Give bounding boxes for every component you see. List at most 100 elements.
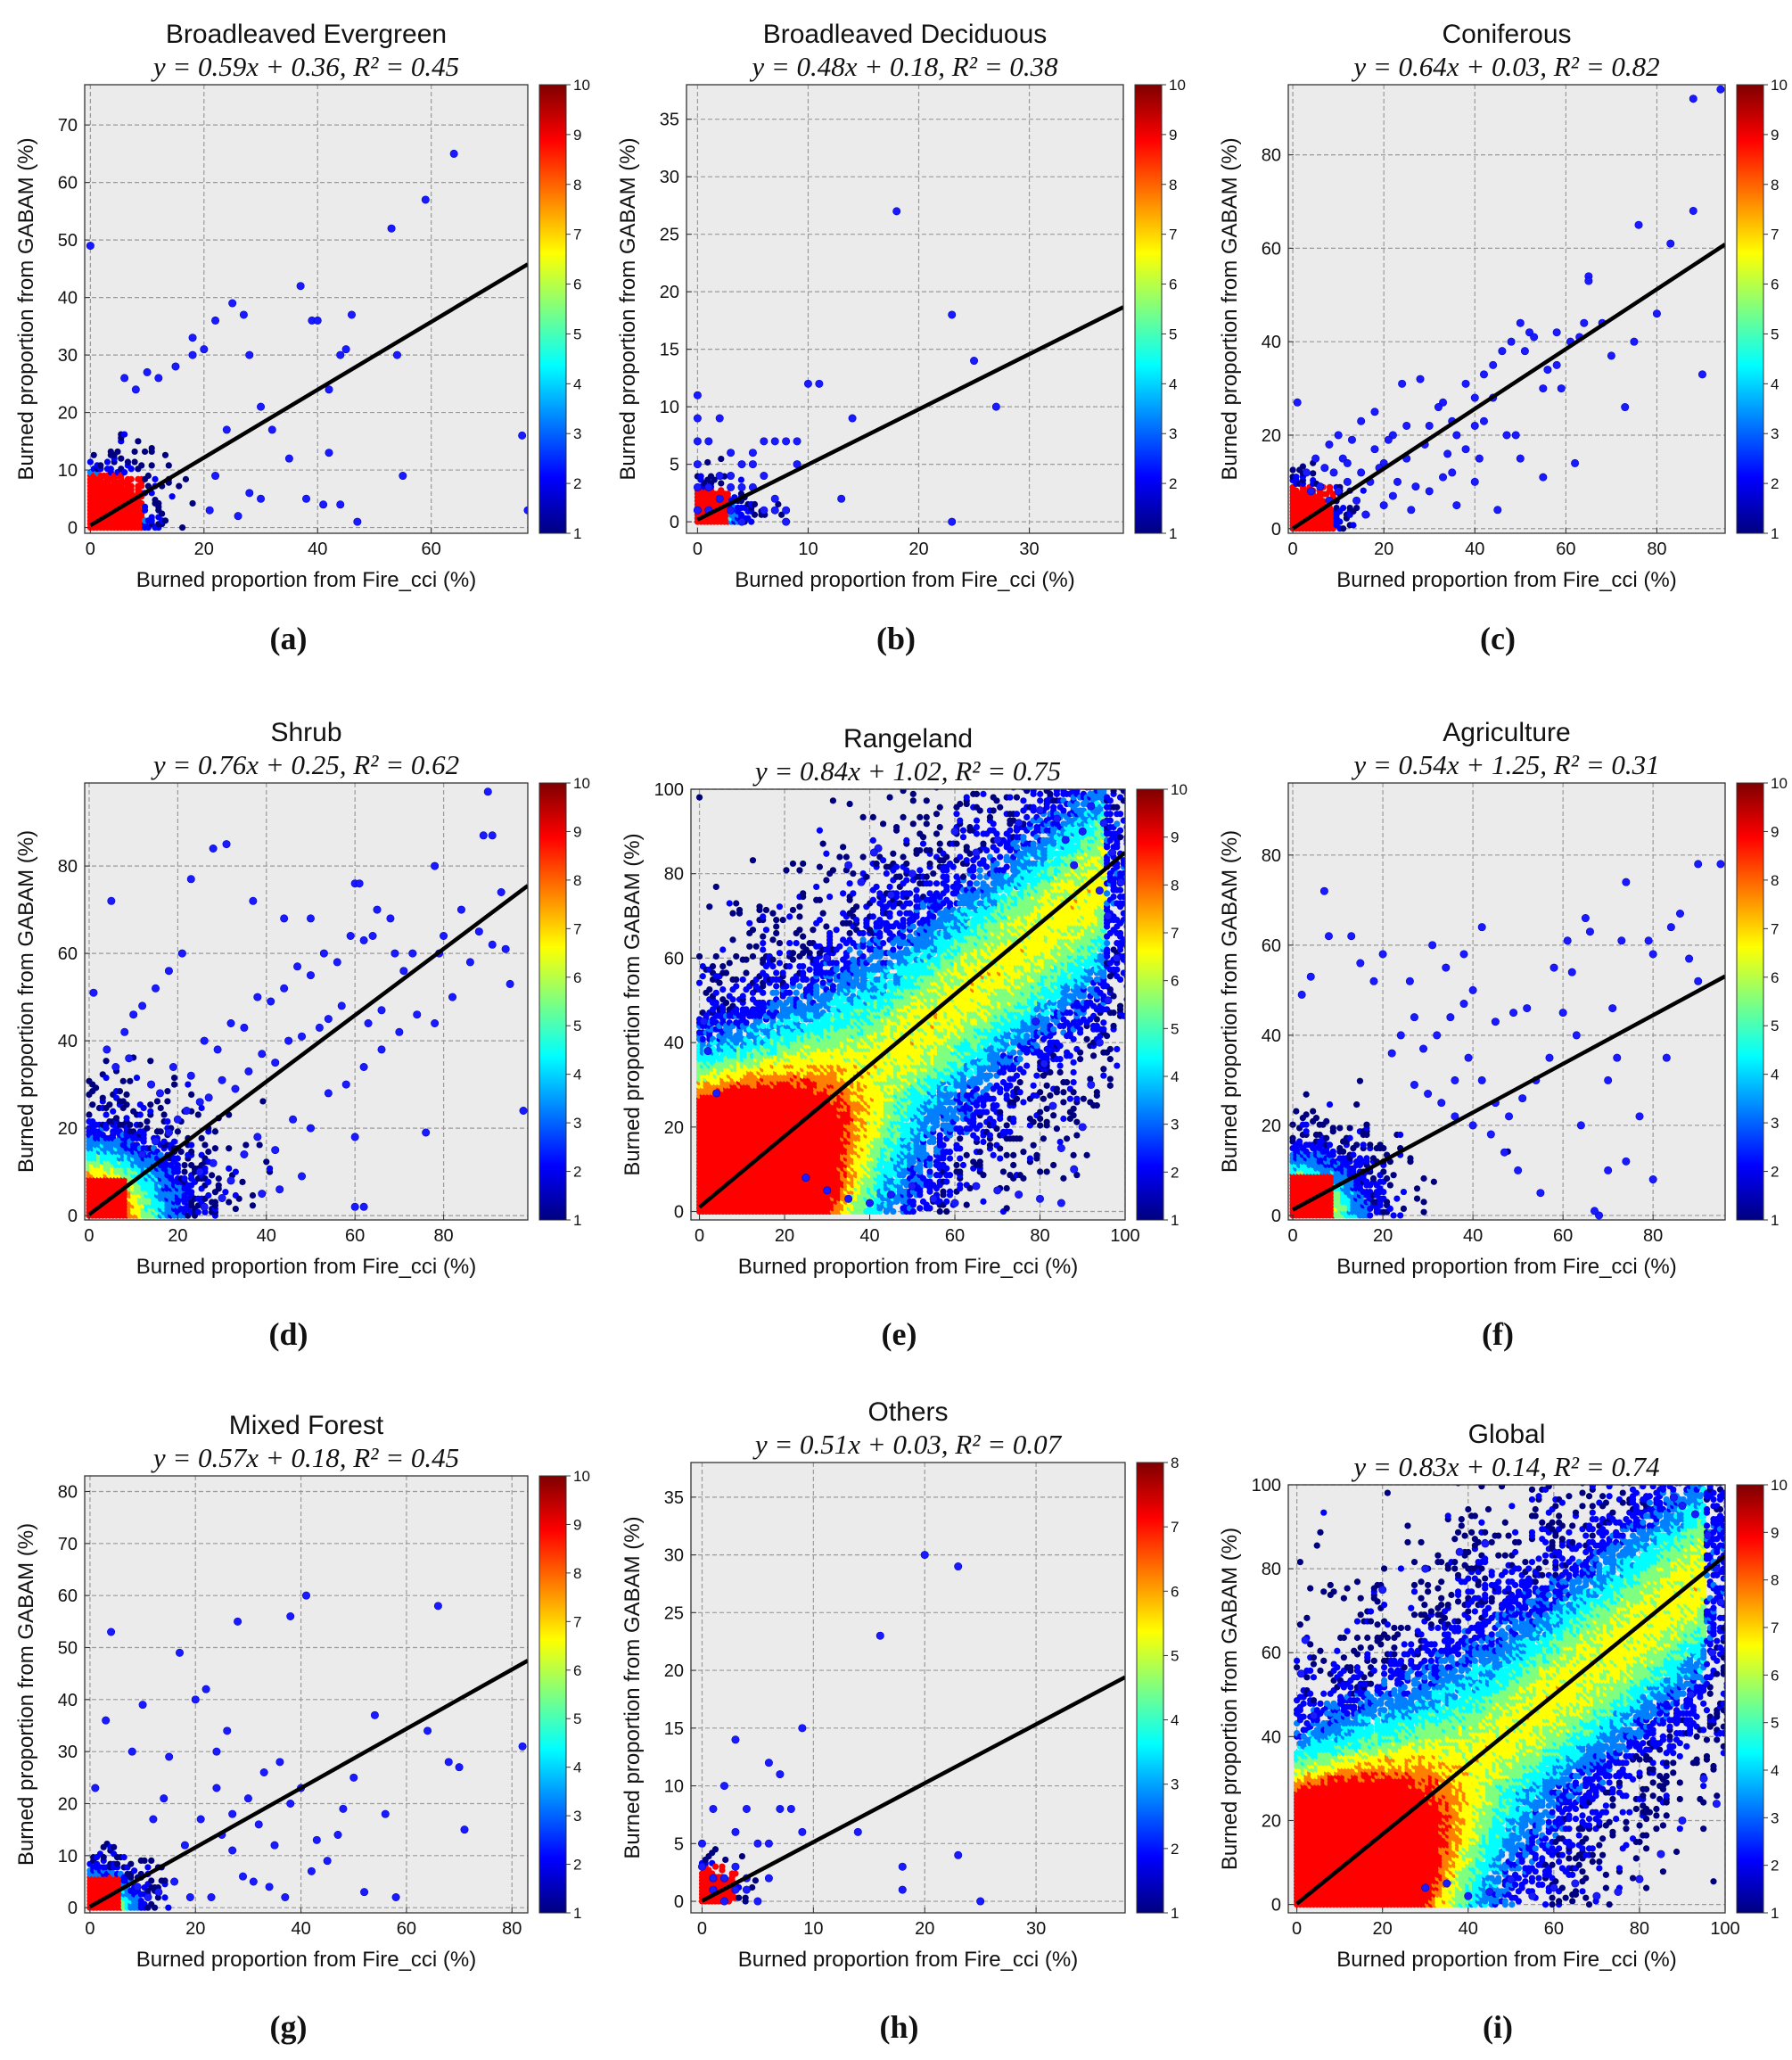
x-tick-label: 100: [1110, 1226, 1139, 1246]
data-point: [1666, 923, 1675, 932]
regression-line: [1291, 243, 1725, 531]
y-tick-label: 0: [1271, 1896, 1281, 1916]
data-point: [1078, 1123, 1087, 1132]
colorbar-tick-label: 9: [1771, 127, 1779, 144]
data-point: [200, 1202, 209, 1211]
data-point: [1545, 1053, 1554, 1062]
data-point: [1361, 510, 1370, 519]
y-tick-label: 20: [58, 1795, 78, 1815]
x-tick-label: 0: [1287, 1226, 1297, 1246]
scatter-points: [693, 207, 1000, 526]
colorbar-tick-label: 7: [1171, 1519, 1179, 1536]
data-point: [164, 1128, 173, 1137]
axes-frame: [84, 1475, 529, 1914]
data-point: [1407, 506, 1416, 515]
data-point: [823, 1186, 832, 1195]
colorbar-tick-label: 10: [1771, 1477, 1788, 1494]
colorbar-tick-label: 7: [1771, 1619, 1779, 1636]
data-point: [170, 1877, 179, 1886]
data-point: [103, 1045, 111, 1054]
colorbar: [1736, 84, 1764, 534]
data-point: [1607, 351, 1615, 360]
colorbar-tick-label: 10: [1171, 781, 1188, 798]
x-tick-label: 60: [1556, 540, 1575, 559]
x-tick-label: 40: [1459, 1919, 1478, 1939]
data-point: [350, 1133, 359, 1141]
data-point: [776, 1770, 785, 1779]
data-point: [204, 1093, 213, 1102]
axes: 0 20 40 60 80 0 20 40 60 80: [58, 857, 454, 1246]
data-point: [347, 310, 356, 319]
data-point: [1104, 911, 1113, 920]
fit-equation: y = 0.76x + 0.25, R² = 0.62: [151, 749, 459, 780]
chart-title: Broadleaved Deciduous: [763, 20, 1048, 49]
data-point: [180, 1841, 189, 1850]
regression-line: [89, 262, 528, 528]
data-point: [234, 512, 242, 521]
data-point: [1697, 370, 1706, 379]
x-tick-label: 20: [168, 1226, 187, 1246]
data-point: [1424, 1090, 1433, 1099]
scatter-points: [699, 802, 1125, 1207]
colorbar: [1136, 1462, 1164, 1914]
data-point: [223, 1726, 232, 1735]
y-tick-label: 10: [58, 461, 78, 481]
axes: 0 20 40 60 80 0 10 20 30 40 50 60 70 80: [58, 1483, 522, 1940]
x-tick-label: 100: [1710, 1919, 1739, 1939]
data-point: [709, 1804, 718, 1813]
data-point: [111, 1063, 120, 1072]
y-tick-label: 40: [664, 1034, 684, 1053]
regression-line: [1291, 974, 1725, 1212]
data-point: [715, 414, 724, 423]
data-point: [240, 1150, 249, 1159]
axes-frame: [1287, 1484, 1726, 1914]
data-point: [1032, 1017, 1040, 1026]
colorbar-tick-label: 1: [1771, 1212, 1779, 1229]
y-tick-label: 20: [1262, 1811, 1281, 1831]
x-tick-label: 0: [86, 540, 95, 559]
data-point: [154, 374, 163, 383]
x-tick-label: 30: [1026, 1919, 1046, 1939]
chart-title: Coniferous: [1442, 20, 1571, 49]
x-tick-label: 30: [1019, 540, 1039, 559]
y-tick-label: 80: [58, 857, 78, 877]
data-point: [195, 1167, 204, 1176]
data-point: [205, 506, 214, 515]
data-point: [715, 472, 724, 481]
data-point: [212, 1747, 221, 1756]
x-tick-label: 10: [798, 540, 818, 559]
data-point: [377, 1006, 386, 1015]
colorbar-tick-label: 3: [1171, 1117, 1179, 1133]
colorbar-tick-label: 2: [1771, 1164, 1779, 1181]
data-point: [715, 494, 724, 503]
colorbar-tick-label: 9: [573, 823, 581, 840]
y-axis-label: Burned proportion from GABAM (%): [14, 137, 38, 480]
data-point: [1634, 220, 1643, 229]
x-tick-label: 0: [697, 1919, 707, 1939]
y-tick-label: 20: [660, 283, 679, 302]
data-point: [1356, 959, 1365, 968]
colorbar-tick-label: 2: [573, 1857, 581, 1874]
data-point: [1694, 976, 1703, 985]
data-point: [254, 1820, 263, 1829]
data-point: [1369, 976, 1378, 985]
data-point: [333, 958, 341, 967]
data-point: [185, 1893, 194, 1902]
colorbar-tick-label: 1: [1169, 525, 1177, 542]
data-point: [89, 988, 98, 997]
data-point: [737, 482, 746, 491]
data-point: [1104, 996, 1113, 1005]
colorbar-tick-label: 5: [573, 1018, 581, 1034]
colorbar-tick-label: 8: [1171, 877, 1179, 894]
data-point: [359, 1202, 368, 1211]
data-point: [737, 517, 746, 526]
data-point: [1087, 802, 1096, 811]
data-point: [253, 993, 262, 1001]
data-point: [1580, 318, 1589, 327]
colorbar: [1736, 782, 1764, 1221]
data-point: [1708, 1648, 1717, 1657]
data-point: [1666, 239, 1675, 248]
